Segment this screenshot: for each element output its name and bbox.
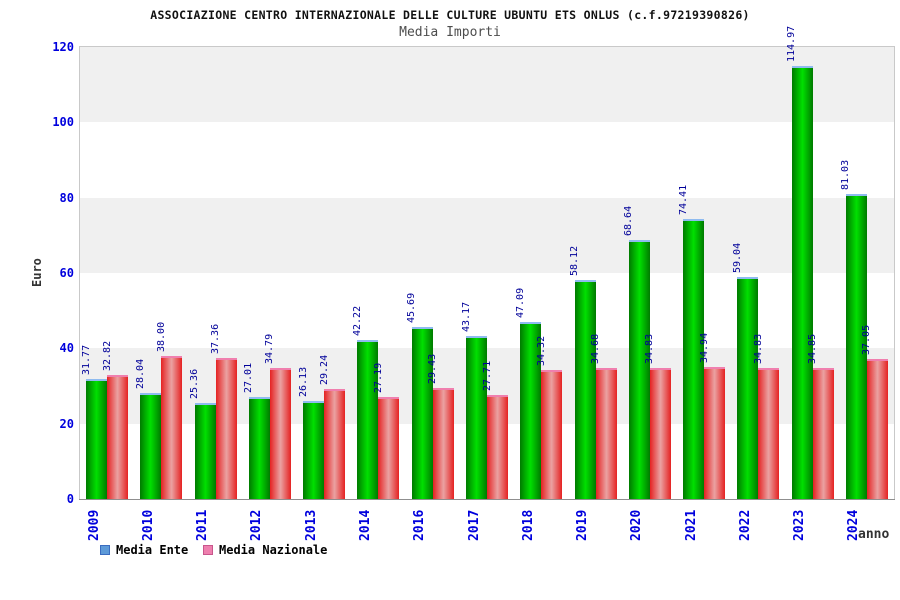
legend-item-media-ente: Media Ente (100, 543, 188, 557)
bar-media-ente-2014 (357, 339, 379, 499)
bar-media-ente-2022 (737, 276, 759, 499)
y-tick-label: 40 (59, 341, 74, 356)
plot-band (80, 273, 894, 349)
bar-media-nazionale-2020 (649, 367, 671, 499)
bar-media-ente-2020 (628, 240, 650, 499)
bar-media-ente-2017 (466, 336, 487, 499)
x-tick-label: 2016 (412, 509, 428, 541)
bar-media-ente-2018 (520, 321, 542, 499)
bar-media-nazionale-2017 (487, 394, 508, 499)
bar-value-label: 34.79 (264, 333, 276, 364)
chart-title: ASSOCIAZIONE CENTRO INTERNAZIONALE DELLE… (150, 8, 750, 22)
legend-label-media-ente: Media Ente (116, 543, 189, 557)
x-tick-label: 2013 (303, 509, 319, 541)
x-axis-label: anno (858, 527, 890, 542)
legend-marker-media-ente (100, 545, 110, 555)
y-tick-label: 100 (52, 115, 74, 130)
bar-media-nazionale-2013 (324, 388, 346, 499)
bar-media-ente-2013 (303, 400, 325, 499)
bar-value-label: 28.04 (134, 359, 146, 390)
bar-value-label: 34.85 (807, 333, 819, 364)
y-tick-label: 0 (66, 492, 74, 506)
bar-value-label: 25.36 (189, 369, 201, 400)
bar-media-nazionale-2011 (215, 358, 237, 499)
bar-media-ente-2019 (574, 280, 596, 499)
bar-value-label: 34.94 (698, 333, 710, 364)
x-tick-label: 2009 (86, 509, 102, 541)
y-tick-label: 120 (52, 40, 74, 54)
bar-value-label: 81.03 (840, 159, 852, 190)
bar-value-label: 34.68 (590, 334, 602, 365)
bar-media-ente-2016 (411, 326, 433, 499)
bar-value-label: 27.71 (481, 360, 493, 391)
x-tick-label: 2012 (249, 509, 265, 541)
bar-value-label: 74.41 (677, 184, 689, 215)
bar-media-nazionale-2023 (812, 367, 834, 499)
bar-media-ente-2010 (140, 393, 162, 499)
x-tick-label: 2018 (520, 509, 536, 541)
y-tick-label: 60 (59, 266, 74, 280)
x-tick-label: 2019 (575, 509, 591, 541)
bar-value-label: 34.83 (644, 333, 656, 364)
x-tick-label: 2017 (466, 509, 482, 541)
bar-media-ente-2009 (86, 379, 108, 499)
x-tick-label: 2011 (195, 509, 211, 541)
bar-media-ente-2024 (845, 193, 867, 499)
plot-band (80, 122, 894, 198)
bar-media-nazionale-2012 (269, 367, 291, 499)
bar-media-nazionale-2010 (161, 355, 183, 499)
bar-value-label: 34.32 (535, 335, 547, 366)
x-tick-label: 2020 (629, 509, 645, 541)
bar-media-ente-2023 (791, 65, 813, 499)
y-axis-label: Euro (30, 258, 44, 287)
bar-value-label: 37.36 (210, 324, 222, 355)
x-tick-label: 2023 (792, 509, 808, 541)
x-tick-label: 2021 (683, 509, 699, 541)
bar-media-nazionale-2019 (595, 368, 617, 499)
bar-value-label: 38.00 (155, 321, 167, 352)
bar-value-label: 42.22 (351, 305, 363, 336)
legend-label-media-nazionale: Media Nazionale (219, 543, 328, 557)
bar-value-label: 114.97 (786, 25, 798, 62)
y-tick-label: 80 (59, 190, 74, 205)
bar-value-label: 29.43 (427, 354, 439, 385)
bar-value-label: 68.64 (623, 206, 635, 237)
plot-band (80, 47, 894, 123)
x-tick-label: 2010 (140, 509, 156, 541)
bar-value-label: 27.01 (243, 363, 255, 394)
x-axis-line (79, 499, 895, 500)
bar-media-ente-2012 (248, 397, 270, 499)
bar-media-nazionale-2024 (866, 359, 888, 499)
x-tick-label: 2014 (357, 509, 373, 541)
bar-media-nazionale-2018 (541, 369, 563, 499)
bar-media-ente-2021 (683, 218, 705, 499)
bar-value-label: 47.09 (514, 287, 526, 318)
y-tick-label: 20 (59, 416, 74, 431)
bar-media-nazionale-2016 (432, 388, 454, 499)
bar-media-nazionale-2009 (107, 375, 129, 499)
bar-media-nazionale-2021 (704, 367, 726, 499)
plot-area: 31.77 28.04 25.36 27.01 26.13 42.22 45.69 43.17… (79, 26, 895, 500)
bar-value-label: 37.05 (861, 325, 873, 356)
bar-value-label: 43.17 (460, 302, 472, 333)
bar-value-label: 32.82 (101, 341, 113, 372)
bar-value-label: 58.12 (569, 245, 581, 277)
legend: Media Ente Media Nazionale (0, 543, 900, 559)
bar-media-nazionale-2014 (378, 396, 400, 499)
bar-value-label: 45.69 (406, 292, 418, 323)
bar-value-label: 34.83 (752, 333, 764, 364)
bar-media-ente-2011 (194, 403, 216, 499)
bar-value-label: 29.24 (318, 354, 330, 385)
legend-marker-media-nazionale (203, 545, 213, 555)
bar-value-label: 59.04 (731, 242, 743, 273)
plot-band (80, 197, 894, 273)
bar-value-label: 27.19 (372, 362, 384, 393)
legend-item-media-nazionale: Media Nazionale (203, 543, 327, 557)
bar-media-nazionale-2022 (758, 367, 780, 499)
chart-subtitle: Media Importi (399, 25, 501, 40)
bar-value-label: 31.77 (80, 345, 92, 376)
bar-value-label: 26.13 (297, 366, 309, 397)
x-tick-label: 2022 (737, 509, 753, 541)
